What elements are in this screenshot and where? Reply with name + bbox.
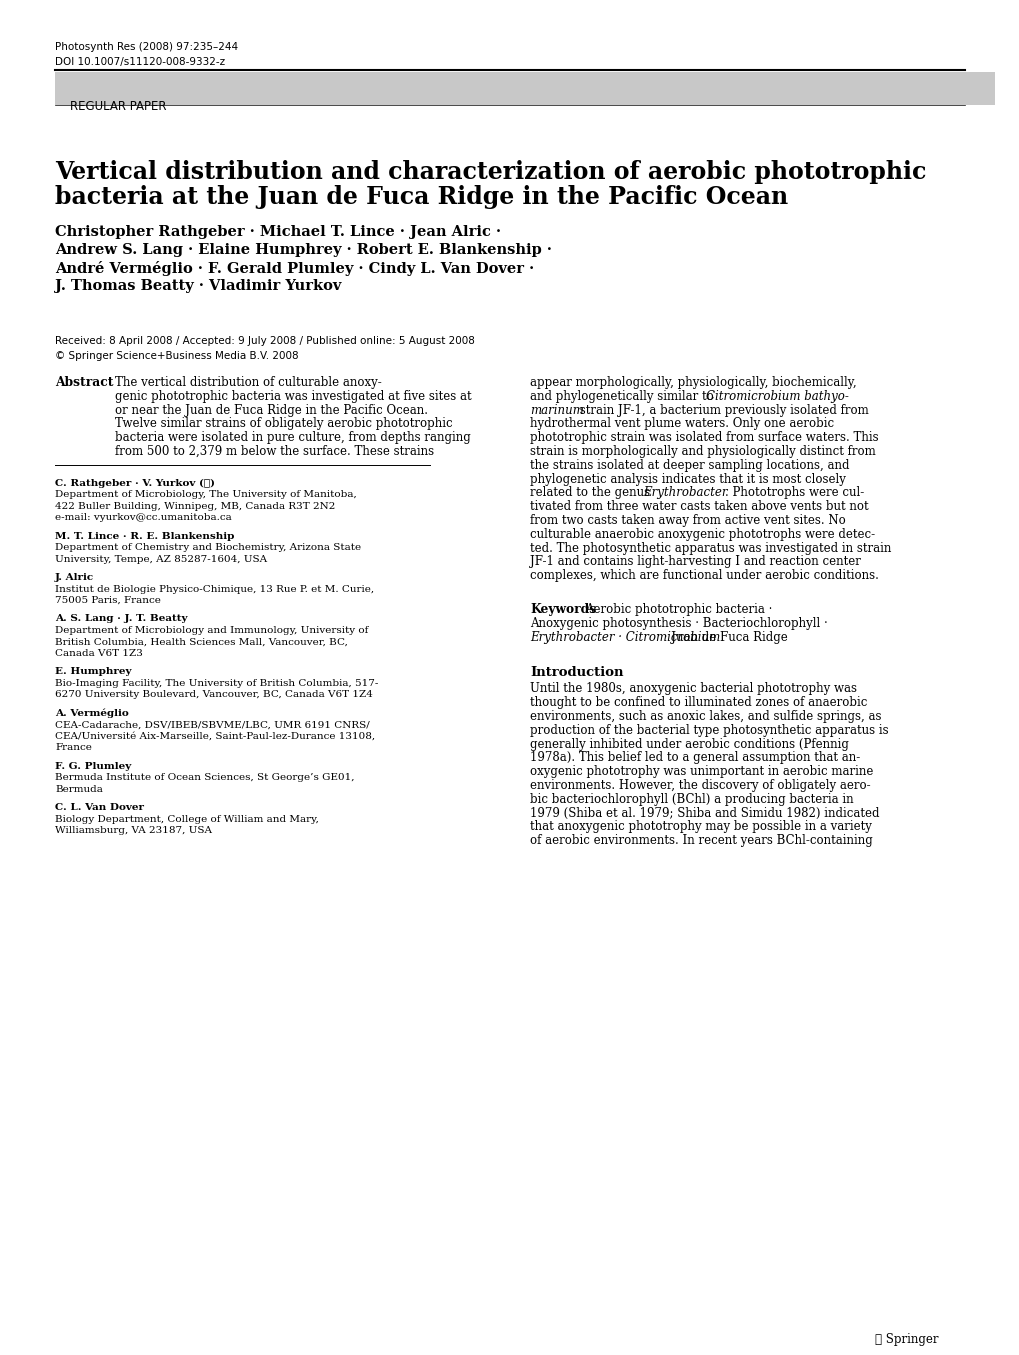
Text: e-mail: vyurkov@cc.umanitoba.ca: e-mail: vyurkov@cc.umanitoba.ca [55, 514, 231, 522]
Text: environments. However, the discovery of obligately aero-: environments. However, the discovery of … [530, 779, 870, 793]
Text: ted. The photosynthetic apparatus was investigated in strain: ted. The photosynthetic apparatus was in… [530, 542, 891, 554]
Text: oxygenic phototrophy was unimportant in aerobic marine: oxygenic phototrophy was unimportant in … [530, 766, 872, 778]
Text: . Phototrophs were cul-: . Phototrophs were cul- [725, 486, 863, 500]
Text: Biology Department, College of William and Mary,: Biology Department, College of William a… [55, 814, 319, 824]
Text: University, Tempe, AZ 85287-1604, USA: University, Tempe, AZ 85287-1604, USA [55, 554, 267, 564]
Text: genic phototrophic bacteria was investigated at five sites at: genic phototrophic bacteria was investig… [115, 390, 471, 402]
Text: 1978a). This belief led to a general assumption that an-: 1978a). This belief led to a general ass… [530, 752, 859, 764]
Text: Twelve similar strains of obligately aerobic phototrophic: Twelve similar strains of obligately aer… [115, 417, 452, 431]
Text: 75005 Paris, France: 75005 Paris, France [55, 596, 161, 606]
Text: Aerobic phototrophic bacteria ·: Aerobic phototrophic bacteria · [585, 603, 771, 617]
Text: Keywords: Keywords [530, 603, 595, 617]
Text: André Verméglio · F. Gerald Plumley · Cindy L. Van Dover ·: André Verméglio · F. Gerald Plumley · Ci… [55, 262, 534, 276]
Text: bic bacteriochlorophyll (BChl) a producing bacteria in: bic bacteriochlorophyll (BChl) a produci… [530, 793, 853, 806]
Text: bacteria at the Juan de Fuca Ridge in the Pacific Ocean: bacteria at the Juan de Fuca Ridge in th… [55, 186, 788, 209]
Text: Department of Microbiology and Immunology, University of: Department of Microbiology and Immunolog… [55, 626, 368, 635]
Bar [55, 72, 994, 104]
Text: Erythrobacter · Citromicrobium: Erythrobacter · Citromicrobium [530, 630, 719, 644]
Text: hydrothermal vent plume waters. Only one aerobic: hydrothermal vent plume waters. Only one… [530, 417, 834, 431]
Text: 6270 University Boulevard, Vancouver, BC, Canada V6T 1Z4: 6270 University Boulevard, Vancouver, BC… [55, 691, 373, 699]
Text: marinum: marinum [530, 404, 583, 416]
Text: phototrophic strain was isolated from surface waters. This: phototrophic strain was isolated from su… [530, 431, 877, 444]
Text: related to the genus: related to the genus [530, 486, 653, 500]
Text: from two casts taken away from active vent sites. No: from two casts taken away from active ve… [530, 514, 845, 527]
Text: appear morphologically, physiologically, biochemically,: appear morphologically, physiologically,… [530, 375, 856, 389]
Text: Department of Microbiology, The University of Manitoba,: Department of Microbiology, The Universi… [55, 491, 357, 499]
Text: C. Rathgeber · V. Yurkov (✉): C. Rathgeber · V. Yurkov (✉) [55, 478, 215, 488]
Text: that anoxygenic phototrophy may be possible in a variety: that anoxygenic phototrophy may be possi… [530, 820, 871, 833]
Text: the strains isolated at deeper sampling locations, and: the strains isolated at deeper sampling … [530, 459, 849, 472]
Text: culturable anaerobic anoxygenic phototrophs were detec-: culturable anaerobic anoxygenic phototro… [530, 528, 874, 541]
Text: tivated from three water casts taken above vents but not: tivated from three water casts taken abo… [530, 500, 868, 514]
Text: Bermuda Institute of Ocean Sciences, St George’s GE01,: Bermuda Institute of Ocean Sciences, St … [55, 774, 355, 782]
Text: British Columbia, Health Sciences Mall, Vancouver, BC,: British Columbia, Health Sciences Mall, … [55, 637, 347, 646]
Text: and phylogenetically similar to: and phylogenetically similar to [530, 390, 716, 402]
Text: production of the bacterial type photosynthetic apparatus is: production of the bacterial type photosy… [530, 724, 888, 737]
Text: C. L. Van Dover: C. L. Van Dover [55, 804, 144, 812]
Text: strain JF-1, a bacterium previously isolated from: strain JF-1, a bacterium previously isol… [576, 404, 868, 416]
Text: Vertical distribution and characterization of aerobic phototrophic: Vertical distribution and characterizati… [55, 160, 925, 184]
Text: A. Verméglio: A. Verméglio [55, 709, 128, 718]
Text: Department of Chemistry and Biochemistry, Arizona State: Department of Chemistry and Biochemistry… [55, 543, 361, 553]
Text: CEA/Université Aix-Marseille, Saint-Paul-lez-Durance 13108,: CEA/Université Aix-Marseille, Saint-Paul… [55, 732, 375, 741]
Text: A. S. Lang · J. T. Beatty: A. S. Lang · J. T. Beatty [55, 615, 187, 623]
Text: J. Thomas Beatty · Vladimir Yurkov: J. Thomas Beatty · Vladimir Yurkov [55, 279, 341, 293]
Text: J. Alric: J. Alric [55, 573, 94, 583]
Text: Canada V6T 1Z3: Canada V6T 1Z3 [55, 649, 143, 659]
Text: F. G. Plumley: F. G. Plumley [55, 762, 131, 771]
Text: or near the Juan de Fuca Ridge in the Pacific Ocean.: or near the Juan de Fuca Ridge in the Pa… [115, 404, 428, 416]
Text: Until the 1980s, anoxygenic bacterial phototrophy was: Until the 1980s, anoxygenic bacterial ph… [530, 683, 856, 695]
Text: bacteria were isolated in pure culture, from depths ranging: bacteria were isolated in pure culture, … [115, 431, 471, 444]
Text: complexes, which are functional under aerobic conditions.: complexes, which are functional under ae… [530, 569, 878, 583]
Text: Received: 8 April 2008 / Accepted: 9 July 2008 / Published online: 5 August 2008: Received: 8 April 2008 / Accepted: 9 Jul… [55, 336, 475, 346]
Text: M. T. Lince · R. E. Blankenship: M. T. Lince · R. E. Blankenship [55, 531, 234, 541]
Text: Christopher Rathgeber · Michael T. Lince · Jean Alric ·: Christopher Rathgeber · Michael T. Lince… [55, 225, 500, 238]
Text: E. Humphrey: E. Humphrey [55, 668, 131, 676]
Text: Williamsburg, VA 23187, USA: Williamsburg, VA 23187, USA [55, 827, 212, 835]
Text: generally inhibited under aerobic conditions (Pfennig: generally inhibited under aerobic condit… [530, 737, 848, 751]
Text: ⑥ Springer: ⑥ Springer [874, 1333, 937, 1346]
Text: DOI 10.1007/s11120-008-9332-z: DOI 10.1007/s11120-008-9332-z [55, 57, 225, 66]
Text: Bio-Imaging Facility, The University of British Columbia, 517-: Bio-Imaging Facility, The University of … [55, 679, 378, 688]
Text: phylogenetic analysis indicates that it is most closely: phylogenetic analysis indicates that it … [530, 473, 845, 485]
Text: thought to be confined to illuminated zones of anaerobic: thought to be confined to illuminated zo… [530, 696, 866, 709]
Text: Abstract: Abstract [55, 375, 113, 389]
Text: Institut de Biologie Physico-Chimique, 13 Rue P. et M. Curie,: Institut de Biologie Physico-Chimique, 1… [55, 584, 374, 593]
Text: Andrew S. Lang · Elaine Humphrey · Robert E. Blankenship ·: Andrew S. Lang · Elaine Humphrey · Rober… [55, 243, 551, 257]
Text: · Juan de Fuca Ridge: · Juan de Fuca Ridge [659, 630, 787, 644]
Text: Introduction: Introduction [530, 667, 623, 679]
Text: 1979 (Shiba et al. 1979; Shiba and Simidu 1982) indicated: 1979 (Shiba et al. 1979; Shiba and Simid… [530, 806, 878, 820]
Text: Bermuda: Bermuda [55, 785, 103, 794]
Text: Citromicrobium bathyo-: Citromicrobium bathyo- [705, 390, 848, 402]
Text: of aerobic environments. In recent years BChl-containing: of aerobic environments. In recent years… [530, 835, 872, 847]
Text: Erythrobacter: Erythrobacter [642, 486, 727, 500]
Text: from 500 to 2,379 m below the surface. These strains: from 500 to 2,379 m below the surface. T… [115, 444, 434, 458]
Text: © Springer Science+Business Media B.V. 2008: © Springer Science+Business Media B.V. 2… [55, 351, 299, 360]
Text: REGULAR PAPER: REGULAR PAPER [70, 100, 166, 112]
Text: The vertical distribution of culturable anoxy-: The vertical distribution of culturable … [115, 375, 381, 389]
Text: 422 Buller Building, Winnipeg, MB, Canada R3T 2N2: 422 Buller Building, Winnipeg, MB, Canad… [55, 501, 335, 511]
Text: Anoxygenic photosynthesis · Bacteriochlorophyll ·: Anoxygenic photosynthesis · Bacteriochlo… [530, 617, 827, 630]
Text: strain is morphologically and physiologically distinct from: strain is morphologically and physiologi… [530, 444, 875, 458]
Text: CEA-Cadarache, DSV/IBEB/SBVME/LBC, UMR 6191 CNRS/: CEA-Cadarache, DSV/IBEB/SBVME/LBC, UMR 6… [55, 721, 370, 729]
Text: JF-1 and contains light-harvesting I and reaction center: JF-1 and contains light-harvesting I and… [530, 556, 860, 568]
Text: France: France [55, 744, 92, 752]
Text: environments, such as anoxic lakes, and sulfide springs, as: environments, such as anoxic lakes, and … [530, 710, 880, 724]
Text: Photosynth Res (2008) 97:235–244: Photosynth Res (2008) 97:235–244 [55, 42, 237, 51]
